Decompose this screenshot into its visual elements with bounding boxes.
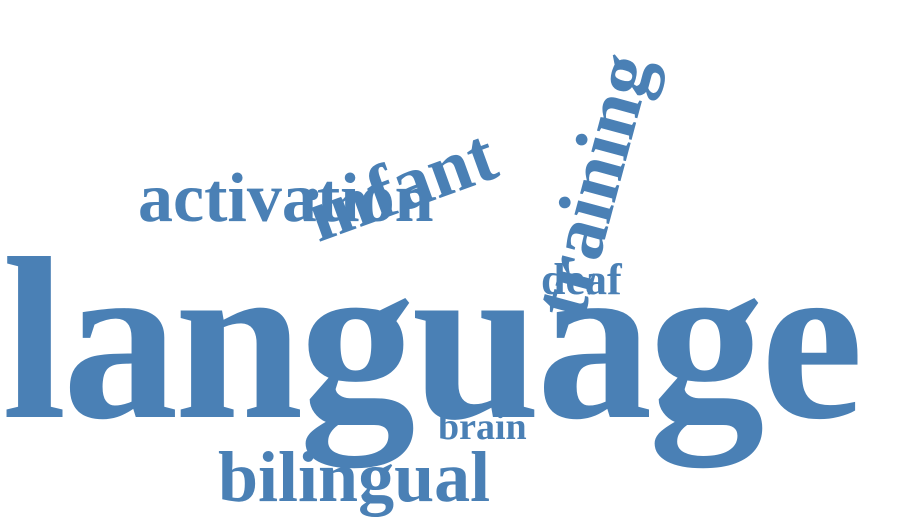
- word-brain: brain: [438, 406, 527, 448]
- word-deaf: deaf: [541, 255, 622, 304]
- word-activation: activation: [138, 160, 434, 237]
- word-bilingual: bilingual: [218, 437, 491, 517]
- word-language: language: [2, 211, 863, 468]
